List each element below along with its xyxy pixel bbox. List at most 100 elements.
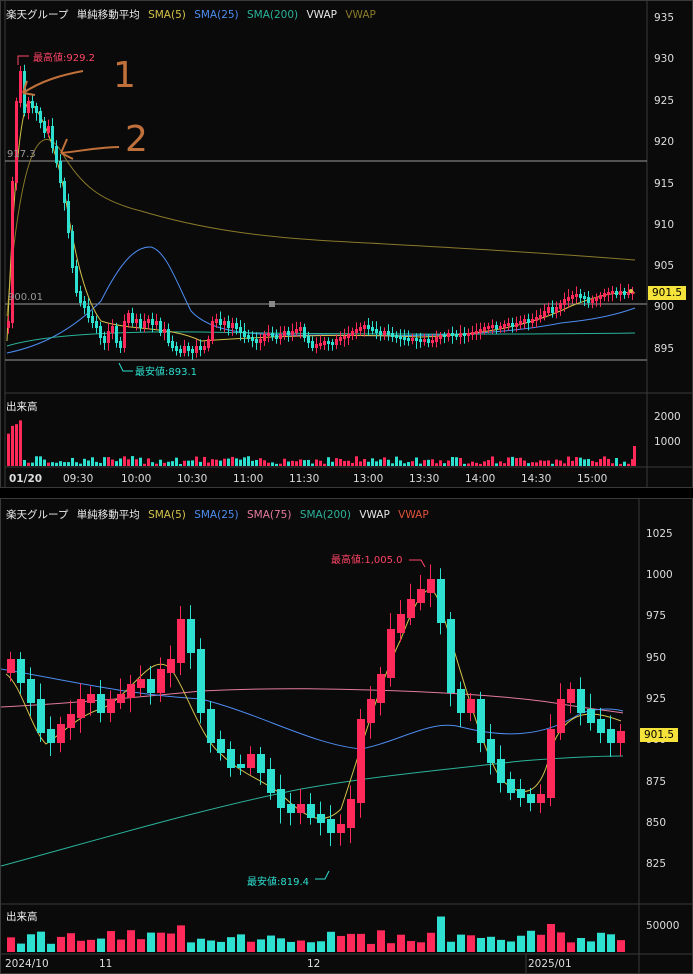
candle-body [291,331,294,335]
volume-bar [397,934,405,952]
candle-body [615,291,618,295]
candle-body [359,327,362,331]
low-value-label: 最安値:819.4 [247,875,309,888]
volume-bar [377,930,385,952]
candle-body [177,619,185,663]
volume-bar [447,941,455,952]
legend-vwap[interactable]: VWAP [306,9,338,21]
volume-bar [507,941,515,952]
handwritten-annotation-2 [60,138,120,160]
candle-body [467,699,475,713]
volume-bar [583,459,586,466]
volume-bar [159,459,162,466]
volume-bar [371,458,374,466]
candle-body [67,201,70,233]
candle-body [51,126,54,148]
legend-sma25[interactable]: SMA(25) [194,9,239,21]
volume-bar [335,458,338,466]
candle-body [577,689,585,713]
candle-body [257,754,265,773]
candle-body [7,321,10,328]
volume-bar [211,459,214,466]
legend-sma5[interactable]: SMA(5) [148,9,186,21]
volume-bar [427,932,435,952]
candle-body [451,333,454,336]
legend-sma25[interactable]: SMA(25) [194,509,239,521]
volume-bar [483,461,486,466]
candle-body [199,346,202,350]
volume-bar [227,458,230,466]
candle-body [43,121,46,133]
candle-body [247,335,250,339]
volume-bar [23,460,26,466]
legend-sma75[interactable]: SMA(75) [247,509,292,521]
volume-bar [137,939,145,952]
volume-bar [163,462,166,466]
x-tick: 10:00 [121,473,151,485]
volume-bar [415,457,418,466]
volume-bar [171,461,174,466]
legend-vwap-2[interactable]: VWAP [345,9,376,21]
daily-chart-panel[interactable]: 1025 1000 975 950 925 900 875 850 825 50… [0,498,693,974]
candle-body [387,331,390,335]
volume-bar [559,460,562,466]
volume-bar [407,462,410,466]
volume-bar [357,933,365,952]
legend-ma-type: 単純移動平均 [76,509,140,521]
candle-body [267,333,270,336]
candle-body [527,319,530,323]
candle-body [363,325,366,329]
volume-bar [297,940,305,952]
legend-vwap-2[interactable]: VWAP [398,509,429,521]
volume-bar [99,462,102,466]
candle-body [355,329,358,333]
volume-bar [271,462,274,466]
vwap-line [6,139,636,317]
candle-body [415,338,418,341]
legend-sma200[interactable]: SMA(200) [247,9,299,21]
candle-body [263,334,266,341]
volume-bar [499,461,502,466]
volume-bar [515,458,518,466]
intraday-chart-svg[interactable]: 935 930 925 920 915 910 905 900 895 2000… [1,1,692,487]
candle-body [271,333,274,337]
volume-bar [577,937,585,952]
candle-body [631,291,634,294]
candle-body [275,335,278,339]
volume-bar [257,939,265,952]
level-line-handle[interactable] [269,301,275,307]
x-tick: 11:30 [289,473,319,485]
volume-bar [283,458,286,466]
candle-body [247,754,255,768]
candle-body [431,340,434,343]
candle-body [379,331,382,335]
daily-chart-svg[interactable]: 1025 1000 975 950 925 900 875 850 825 50… [1,499,692,973]
legend-sma200[interactable]: SMA(200) [299,509,351,521]
volume-bar [317,941,325,952]
volume-bar [123,456,126,466]
y-tick: 1000 [646,569,673,581]
volume-bar [475,462,478,466]
volume-bar [299,459,302,466]
volume-bar [315,459,318,466]
legend-vwap[interactable]: VWAP [359,509,390,521]
volume-bar [579,457,582,466]
volume-bar [427,459,430,466]
volume-bar [343,460,346,466]
intraday-chart-panel[interactable]: 935 930 925 920 915 910 905 900 895 2000… [0,0,693,488]
candle-body [239,327,242,333]
volume-bar [363,459,366,466]
candle-body [367,325,370,329]
legend-sma5[interactable]: SMA(5) [148,509,186,521]
candle-body [337,824,345,833]
candle-body [135,319,138,323]
candle-body [83,301,86,308]
candle-body [607,292,610,295]
current-price-tag: 901.5 [648,286,687,300]
candle-body [97,694,105,713]
volume-bar [167,461,170,466]
candle-body [123,321,126,348]
volume-bar [177,925,185,952]
candle-body [283,331,286,336]
x-tick: 14:30 [521,473,551,485]
